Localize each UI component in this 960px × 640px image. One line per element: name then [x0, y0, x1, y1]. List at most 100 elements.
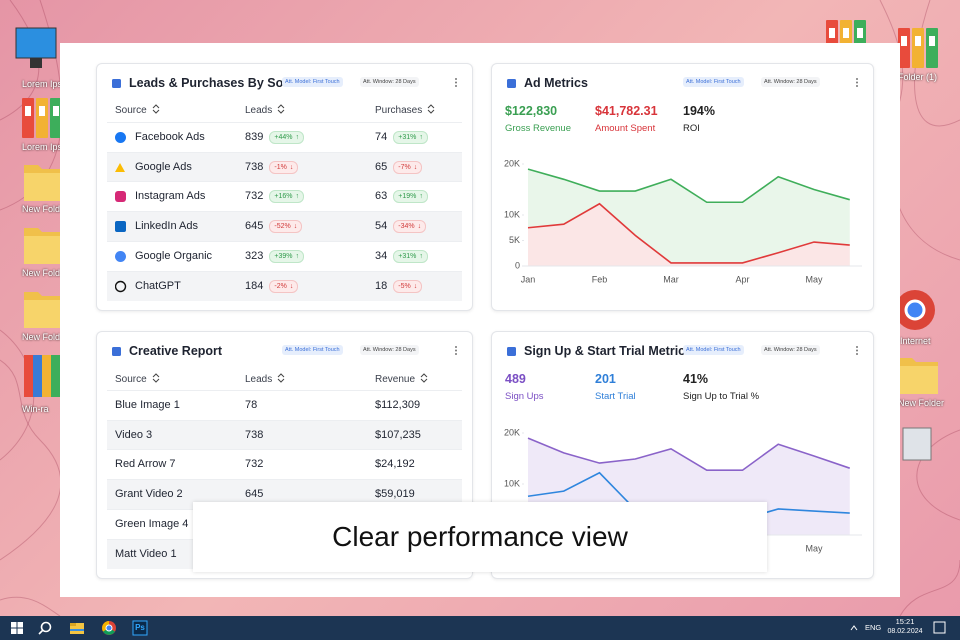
menu-dot[interactable] — [455, 353, 457, 355]
card-title: Sign Up & Start Trial Metrics — [524, 344, 693, 358]
kpi-value: $41,782.31 — [595, 104, 658, 118]
cell-text: LinkedIn Ads — [135, 220, 198, 233]
column-header-text: Source — [115, 105, 147, 116]
table-cell: 18 -5% ↓ — [375, 272, 423, 301]
column-header[interactable]: Source — [115, 373, 160, 385]
change-pill: -2% ↓ — [269, 279, 299, 293]
x-tick-label: May — [805, 274, 823, 284]
cell-text: $24,192 — [375, 458, 415, 471]
table-cell: $59,019 — [375, 480, 415, 509]
monitor-stand — [30, 58, 42, 68]
ps-button[interactable] — [132, 620, 148, 636]
change-text: -5% — [398, 282, 411, 290]
table-cell: 839 +44% ↑ — [245, 123, 304, 152]
icon-label[interactable]: Lorem Ips — [22, 142, 63, 152]
column-header[interactable]: Leads — [245, 104, 285, 116]
cell-text: Google Organic — [135, 249, 213, 262]
cell-value: 732 — [245, 190, 264, 203]
explorer-button[interactable] — [70, 623, 84, 634]
menu-dot[interactable] — [856, 353, 858, 355]
icon-label[interactable]: New Folde — [22, 332, 66, 342]
clock-time[interactable]: 15:21 — [895, 617, 915, 626]
kpi-value: 194% — [683, 104, 715, 118]
card-title: Ad Metrics — [524, 76, 588, 90]
cell-text: 732 — [245, 458, 264, 471]
icon-label[interactable]: Internet — [900, 336, 931, 346]
start-button[interactable] — [11, 622, 23, 634]
table-cell: 732 — [245, 450, 263, 479]
binder-label — [53, 106, 59, 116]
menu-dot[interactable] — [455, 81, 457, 84]
icon-label[interactable]: New Folde — [22, 204, 66, 214]
change-arrow: ↓ — [417, 223, 422, 231]
column-header[interactable]: Leads — [245, 373, 285, 385]
kpi-label: Amount Spent — [595, 123, 656, 134]
column-header-text: Revenue — [375, 374, 416, 385]
change-pill: +39% ↑ — [269, 249, 304, 263]
winrar-book — [33, 355, 42, 397]
change-text: +39% — [274, 252, 293, 260]
kpi-label: Start Trial — [595, 391, 636, 402]
menu-dot[interactable] — [856, 346, 858, 348]
binder — [926, 28, 938, 68]
card-icon — [112, 79, 121, 88]
source-icon-box — [115, 250, 126, 262]
icon-label[interactable]: Lorem Ips — [22, 79, 63, 89]
notification-button[interactable] — [933, 621, 946, 634]
language[interactable]: ENG — [865, 623, 882, 632]
caption: Clear performance view — [193, 502, 767, 572]
source-icon-box — [115, 132, 126, 143]
binder-label — [39, 106, 45, 116]
kpi-value: 41% — [683, 372, 709, 386]
folder-front — [24, 236, 64, 264]
cell-value: 738 — [245, 160, 264, 173]
icon-label[interactable]: New Folder — [898, 398, 945, 408]
menu-dot[interactable] — [856, 85, 858, 87]
menu-dot[interactable] — [455, 346, 457, 348]
source-icon — [115, 221, 126, 233]
winrar-book — [24, 355, 33, 397]
cell-text: Blue Image 1 — [115, 399, 180, 411]
column-header[interactable]: Revenue — [375, 373, 428, 385]
table-cell: Google Organic — [115, 242, 213, 271]
cell-text: Grant Video 2 — [115, 488, 183, 501]
menu-dot[interactable] — [856, 349, 858, 352]
menu-dot[interactable] — [856, 78, 858, 80]
menu-dot[interactable] — [455, 85, 457, 87]
source-icon — [115, 132, 126, 143]
menu-dot[interactable] — [455, 78, 457, 80]
card: Ad Metrics Att. Model: First Touch Att. Wi… — [491, 63, 874, 311]
binder — [36, 98, 48, 138]
search-button[interactable] — [38, 621, 52, 635]
table-cell: 184 -2% ↓ — [245, 272, 299, 301]
table-cell: ChatGPT — [115, 272, 181, 301]
table-cell: 323 +39% ↑ — [245, 242, 304, 271]
column-header-text: Purchases — [375, 105, 423, 116]
cell-value: 184 — [245, 279, 264, 292]
icon-label[interactable]: Win-ra — [22, 404, 49, 414]
clock-date[interactable]: 08.02.2024 — [887, 628, 923, 635]
table-row: Instagram Ads 732 +16% ↑ 63 +19% ↑ — [107, 181, 462, 211]
y-tick-label: 0 — [515, 260, 520, 270]
cell-value: 74 — [375, 131, 388, 143]
source-icon-box — [115, 162, 125, 172]
table-row: Google Organic 323 +39% ↑ 34 +31% ↑ — [107, 240, 462, 271]
y-tick-label: 5K — [509, 235, 520, 245]
icon-label[interactable]: New Folde — [22, 268, 66, 278]
menu-dot[interactable] — [455, 349, 457, 352]
table-cell: 74 +31% ↑ — [375, 123, 428, 152]
y-tick-label: 10K — [504, 209, 520, 219]
change-text: +44% — [274, 134, 293, 141]
badge: Att. Model: First Touch — [683, 345, 744, 355]
change-text: -2% — [274, 282, 287, 290]
chrome-button[interactable] — [102, 621, 116, 635]
sort-arrows — [420, 373, 428, 383]
table-cell: Google Ads — [115, 153, 192, 182]
cell-text: Video 3 — [115, 428, 153, 441]
source-icon-box — [115, 221, 126, 233]
icon-label[interactable]: Folder (1) — [898, 72, 938, 82]
tray-arrow[interactable] — [850, 625, 858, 631]
column-header[interactable]: Source — [115, 104, 160, 116]
menu-dot[interactable] — [856, 81, 858, 84]
column-header[interactable]: Purchases — [375, 104, 435, 116]
